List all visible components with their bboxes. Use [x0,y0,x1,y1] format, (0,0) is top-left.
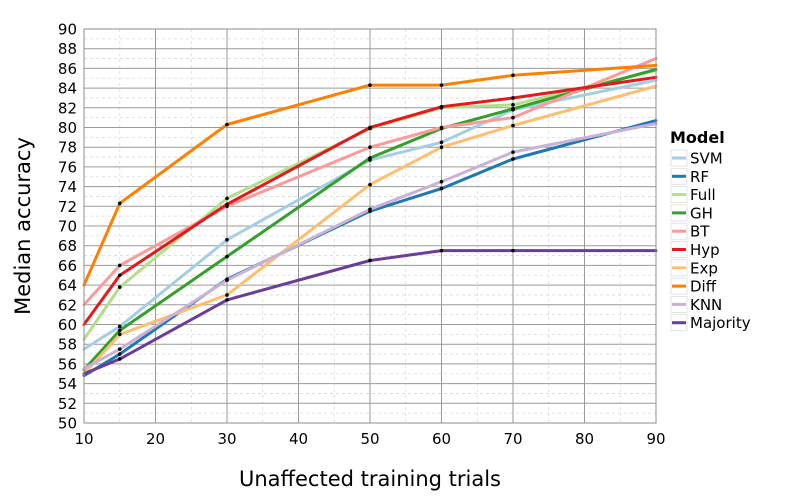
data-point-rf [439,186,444,191]
major-gridlines [83,28,657,424]
y-tick-label: 88 [58,40,77,58]
data-point-gh [368,156,372,160]
data-point-svm [439,140,444,145]
y-tick-label: 54 [58,375,77,393]
data-point-bt [439,125,444,130]
data-point-diff [511,73,515,78]
data-point-majority [439,248,444,253]
y-tick-label: 90 [58,21,77,39]
legend-label-rf: RF [690,168,709,186]
data-point-rf [117,352,122,356]
y-tick-label: 82 [58,99,77,117]
x-tick-label: 70 [503,430,522,448]
data-point-hyp [225,202,229,207]
y-tick-label: 56 [58,355,77,373]
data-point-exp [439,145,444,149]
legend-label-svm: SVM [690,150,723,168]
data-point-diff [368,83,372,87]
legend-label-gh: GH [690,204,713,222]
y-axis-title: Median accuracy [11,137,35,315]
x-tick-label: 10 [74,430,93,448]
legend-label-exp: Exp [690,259,718,277]
data-point-bt [511,115,515,120]
data-point-exp [368,182,372,187]
data-point-diff [439,83,444,87]
y-tick-label: 66 [58,257,77,275]
data-point-majority [368,258,372,263]
data-point-majority [511,248,515,253]
points-layer [117,73,515,361]
data-point-full [225,196,229,201]
x-tick-label: 20 [146,430,165,448]
data-point-rf [511,157,515,161]
y-tick-label: 76 [58,158,77,176]
x-tick-label: 60 [432,430,451,448]
data-point-gh [511,106,515,111]
data-point-hyp [368,125,372,130]
x-tick-label: 50 [360,430,379,448]
y-tick-label: 86 [58,60,77,78]
legend-label-knn: KNN [690,296,722,314]
y-tick-label: 64 [58,277,77,295]
x-axis-title: Unaffected training trials [239,467,501,491]
y-tick-label: 70 [58,218,77,236]
x-tick-label: 90 [646,430,665,448]
x-tick-label: 30 [217,430,236,448]
legend-label-bt: BT [690,223,710,241]
x-tick-label: 40 [289,430,308,448]
x-tick-labels: 10 20 30 40 50 60 70 80 90 [74,430,665,448]
data-point-gh [225,254,229,259]
y-tick-label: 68 [58,237,77,255]
y-tick-label: 78 [58,139,77,157]
data-point-bt [117,263,122,268]
legend-label-hyp: Hyp [690,241,720,259]
data-point-knn [439,179,444,184]
data-point-exp [117,332,122,337]
y-tick-label: 58 [58,336,77,354]
data-point-knn [368,207,372,212]
data-point-svm [117,324,122,329]
y-tick-label: 72 [58,198,77,216]
data-point-bt [368,145,372,149]
data-point-hyp [511,96,515,100]
plot-frame [83,28,657,424]
data-point-exp [511,123,515,128]
data-point-diff [117,201,122,206]
y-tick-label: 50 [58,415,77,433]
y-tick-label: 52 [58,395,77,413]
data-point-knn [225,278,229,282]
data-point-hyp [439,105,444,109]
y-tick-label: 84 [58,80,77,98]
legend-label-majority: Majority [690,314,751,332]
data-point-majority [225,298,229,302]
data-point-gh [117,328,122,333]
y-tick-label: 62 [58,296,77,314]
data-point-svm [225,237,229,242]
y-tick-label: 60 [58,316,77,334]
data-point-full [511,103,515,107]
data-point-knn [117,347,122,351]
data-point-exp [225,293,229,297]
y-tick-labels: 5052545658606264666870727476788082848688… [58,21,77,433]
y-tick-label: 74 [58,178,77,196]
y-tick-label: 80 [58,119,77,137]
data-point-majority [117,357,122,361]
legend-title: Model [670,128,725,147]
legend-label-full: Full [690,186,716,204]
data-point-diff [225,122,229,127]
x-tick-label: 80 [575,430,594,448]
data-point-hyp [117,273,122,278]
data-point-knn [511,150,515,154]
data-point-full [117,285,122,289]
legend-label-diff: Diff [690,278,717,296]
